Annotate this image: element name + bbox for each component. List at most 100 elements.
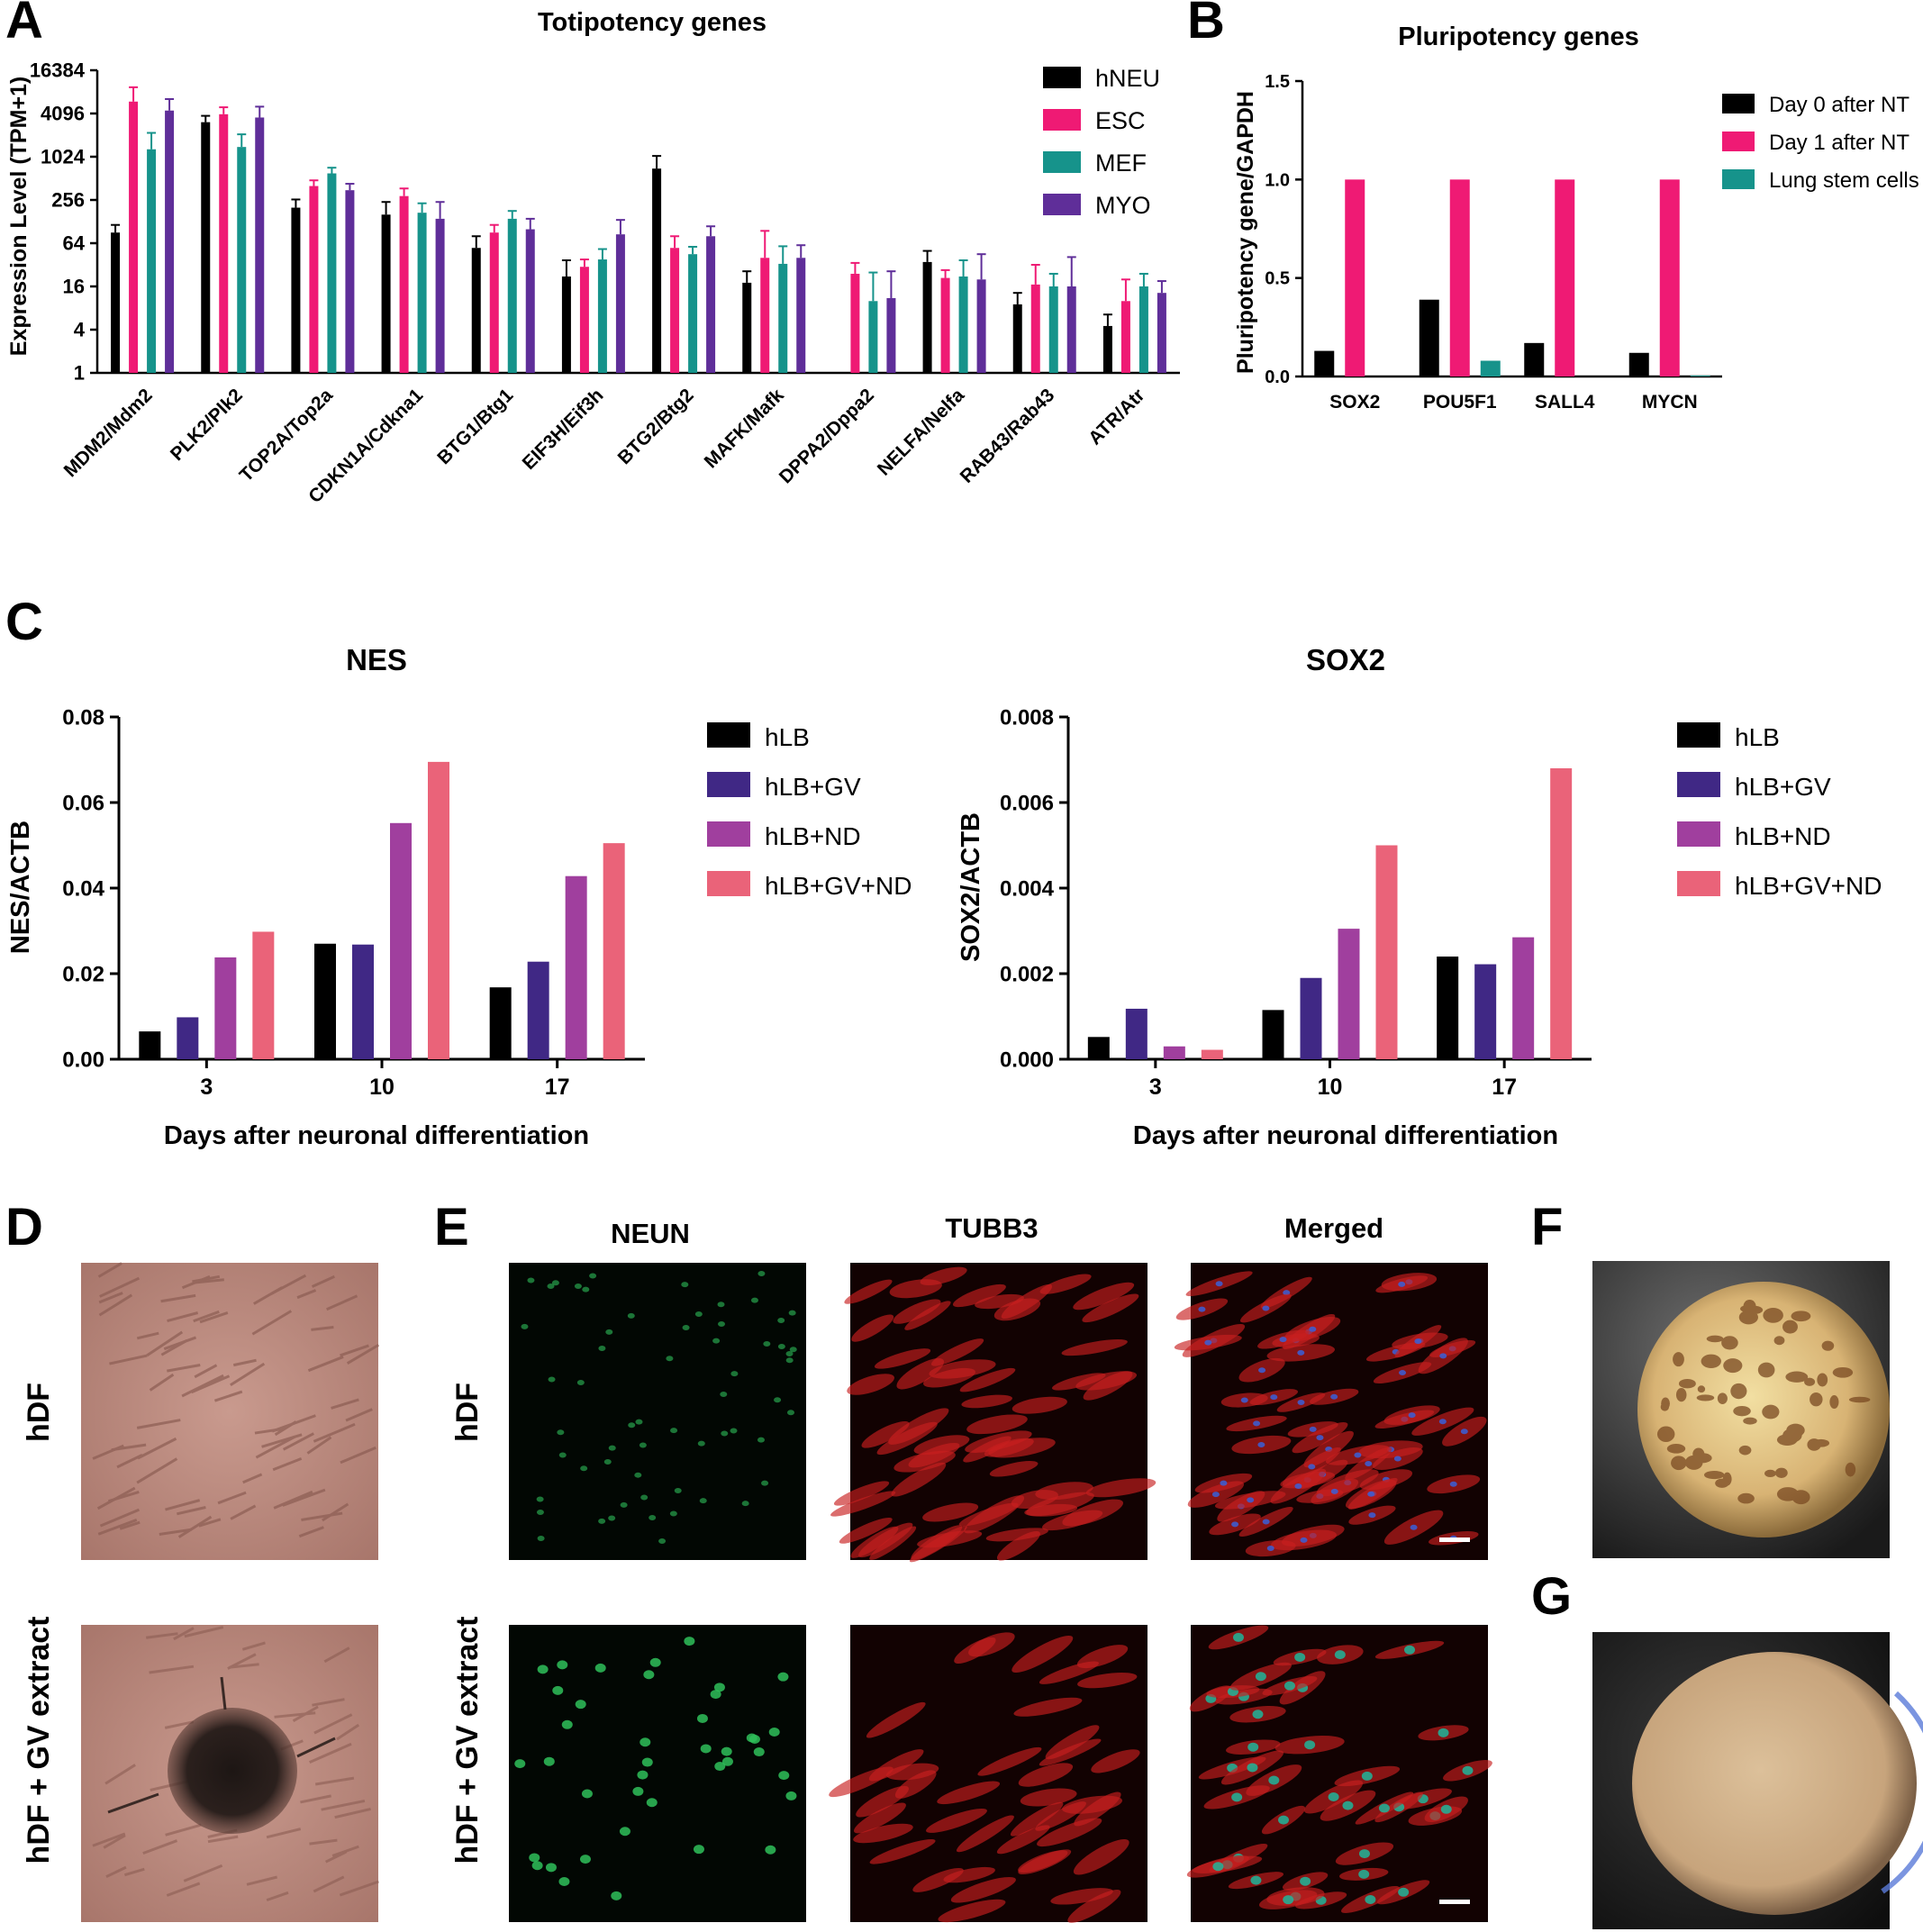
- bar-hneu-btg2-btg2: [652, 168, 662, 373]
- bar-day-1-after-nt-mycn: [1659, 179, 1680, 376]
- c1-y-tick-label: 0.00: [62, 1048, 104, 1072]
- x-tick-btg2-btg2: BTG2/Btg2: [614, 385, 698, 468]
- bar-hlb-nd-3: [214, 957, 237, 1059]
- panel-e-row-label-hdf-gv: hDF + GV extract: [450, 1617, 485, 1864]
- bar-hlb-3: [1087, 1037, 1110, 1059]
- bar-myo-atr-atr: [1157, 293, 1166, 373]
- legend-swatch-myo: [1043, 194, 1081, 215]
- chart-b-title: Pluripotency genes: [1398, 23, 1639, 51]
- chart-c-sox2-bars: [1087, 768, 1573, 1059]
- x-tick-top2a-top2a: TOP2A/Top2a: [236, 385, 337, 485]
- c1-y-tick-label: 0.04: [62, 876, 104, 901]
- legend-swatch-lung-stem-cells: [1722, 169, 1755, 189]
- chart-a-bars: [111, 86, 1166, 374]
- a-y-tick-label: 4: [74, 319, 86, 341]
- x-tick-mdm2-mdm2: MDM2/Mdm2: [60, 385, 157, 481]
- legend-swatch-hlb-nd: [1677, 821, 1720, 847]
- legend-label-hlb-gv: hLB+GV: [765, 773, 861, 801]
- x-tick-plk2-plk2: PLK2/Plk2: [167, 385, 247, 465]
- panel-g-image: [1592, 1632, 1923, 1929]
- panel-e-image-merged-hdf: [1174, 1263, 1488, 1560]
- legend-swatch-day-0-after-nt: [1722, 94, 1755, 113]
- panel-d-images: hDF hDF + GV extract: [22, 1262, 380, 1922]
- panel-letter-f: F: [1531, 1198, 1563, 1256]
- chart-a-totipotency: Totipotency genes Expression Level (TPM+…: [6, 8, 1180, 507]
- c2-y-tick-label: 0.006: [1000, 791, 1054, 815]
- bar-hlb-10: [314, 943, 336, 1059]
- chart-c-nes-y-ticks: 0.00 0.02 0.04 0.06 0.08: [62, 705, 645, 1072]
- x-tick-nelfa-nelfa: NELFA/Nelfa: [874, 385, 969, 480]
- bar-day-1-after-nt-pou5f1: [1449, 179, 1470, 376]
- a-y-tick-label: 16: [63, 276, 85, 298]
- a-y-tick-label: 16384: [30, 59, 86, 82]
- bar-hlb-gv-17: [527, 961, 549, 1059]
- a-y-tick-label: 1024: [41, 146, 86, 168]
- panel-e-col-title-merged: Merged: [1284, 1212, 1383, 1244]
- bar-hneu-cdkn1a-cdkna1: [381, 214, 391, 373]
- x-tick-10: 10: [369, 1075, 395, 1100]
- x-tick-eif3h-eif3h: EIF3H/Eif3h: [519, 385, 608, 474]
- c2-y-tick-label: 0.008: [1000, 705, 1054, 730]
- bar-day-1-after-nt-sall4: [1555, 179, 1575, 376]
- bar-hneu-atr-atr: [1102, 325, 1112, 373]
- legend-swatch-esc: [1043, 109, 1081, 131]
- bar-myo-mafk-mafk: [796, 258, 806, 373]
- legend-label-lung-stem-cells: Lung stem cells: [1769, 168, 1919, 193]
- bar-myo-mdm2-mdm2: [165, 110, 175, 373]
- bar-hlb-gv-3: [1125, 1008, 1147, 1059]
- bar-hlb-nd-10: [1338, 929, 1360, 1059]
- c1-y-tick-label: 0.08: [62, 705, 104, 730]
- bar-hlb-nd-17: [565, 875, 587, 1059]
- chart-a-x-ticks: MDM2/Mdm2 PLK2/Plk2TOP2A/Top2aCDKN1A/Cdkn…: [60, 385, 1149, 507]
- chart-c-nes-x-ticks: 3 10 17: [200, 1059, 570, 1100]
- chart-c-sox2-legend: hLB hLB+GV hLB+ND hLB+GV+ND: [1677, 722, 1882, 900]
- bar-esc-cdkn1a-cdkna1: [399, 195, 409, 373]
- chart-c-nes-bars: [139, 761, 625, 1059]
- bar-mef-eif3h-eif3h: [597, 259, 607, 373]
- panel-letter-g: G: [1531, 1567, 1572, 1626]
- bar-day-1-after-nt-sox2: [1345, 179, 1365, 376]
- legend-label-myo: MYO: [1095, 192, 1151, 219]
- bar-lung-stem-cells-pou5f1: [1480, 360, 1501, 376]
- chart-c-sox2-x-ticks: 3 10 17: [1149, 1059, 1517, 1100]
- panel-d-row-label-hdf-gv: hDF + GV extract: [22, 1617, 56, 1864]
- a-y-tick-label: 256: [51, 189, 85, 212]
- chart-c-sox2-xlabel: Days after neuronal differentiation: [1133, 1121, 1558, 1150]
- panel-d-row-label-hdf: hDF: [22, 1383, 56, 1442]
- panel-letter-e: E: [434, 1198, 469, 1256]
- bar-esc-mafk-mafk: [760, 258, 770, 373]
- bar-esc-btg2-btg2: [670, 248, 680, 373]
- bar-myo-btg1-btg1: [525, 229, 535, 373]
- bar-mef-cdkn1a-cdkna1: [417, 213, 427, 373]
- bar-hlb-gv-10: [1300, 977, 1322, 1059]
- panel-e-image-tubb3-hdf: [830, 1263, 1157, 1563]
- bar-myo-cdkn1a-cdkna1: [435, 218, 445, 373]
- x-tick-3: 3: [1149, 1075, 1162, 1100]
- b-y-tick-label: 0.5: [1265, 269, 1290, 289]
- bar-esc-atr-atr: [1120, 301, 1130, 373]
- x-tick-10: 10: [1318, 1075, 1343, 1100]
- bar-myo-dppa2-dppa2: [886, 297, 896, 373]
- bar-day-0-after-nt-mycn: [1628, 352, 1649, 376]
- b-y-tick-label: 1.0: [1265, 170, 1290, 190]
- bar-hlb-gv-3: [177, 1017, 199, 1059]
- bar-hneu-btg1-btg1: [471, 248, 481, 373]
- c2-y-tick-label: 0.002: [1000, 962, 1054, 986]
- x-tick-btg1-btg1: BTG1/Btg1: [433, 385, 517, 468]
- chart-a-legend: hNEU ESC MEF MYO: [1043, 65, 1160, 219]
- x-tick-pou5f1: POU5F1: [1423, 392, 1497, 413]
- chart-c-sox2-ylabel: SOX2/ACTB: [957, 812, 985, 962]
- bar-hlb-gv-nd-10: [1375, 845, 1398, 1059]
- bar-esc-nelfa-nelfa: [940, 277, 950, 373]
- bar-hlb-nd-10: [390, 822, 412, 1059]
- panel-e-col-title-tubb3: TUBB3: [945, 1212, 1038, 1244]
- legend-swatch-day-1-after-nt: [1722, 132, 1755, 151]
- bar-mef-rab43-rab43: [1048, 286, 1058, 373]
- bar-myo-btg2-btg2: [706, 236, 716, 373]
- legend-label-esc: ESC: [1095, 107, 1146, 134]
- bar-mef-top2a-top2a: [327, 173, 337, 373]
- bar-esc-eif3h-eif3h: [579, 267, 589, 373]
- x-tick-rab43-rab43: RAB43/Rab43: [957, 385, 1059, 487]
- legend-swatch-hlb: [707, 722, 750, 748]
- chart-a-ylabel: Expression Level (TPM+1): [6, 77, 32, 357]
